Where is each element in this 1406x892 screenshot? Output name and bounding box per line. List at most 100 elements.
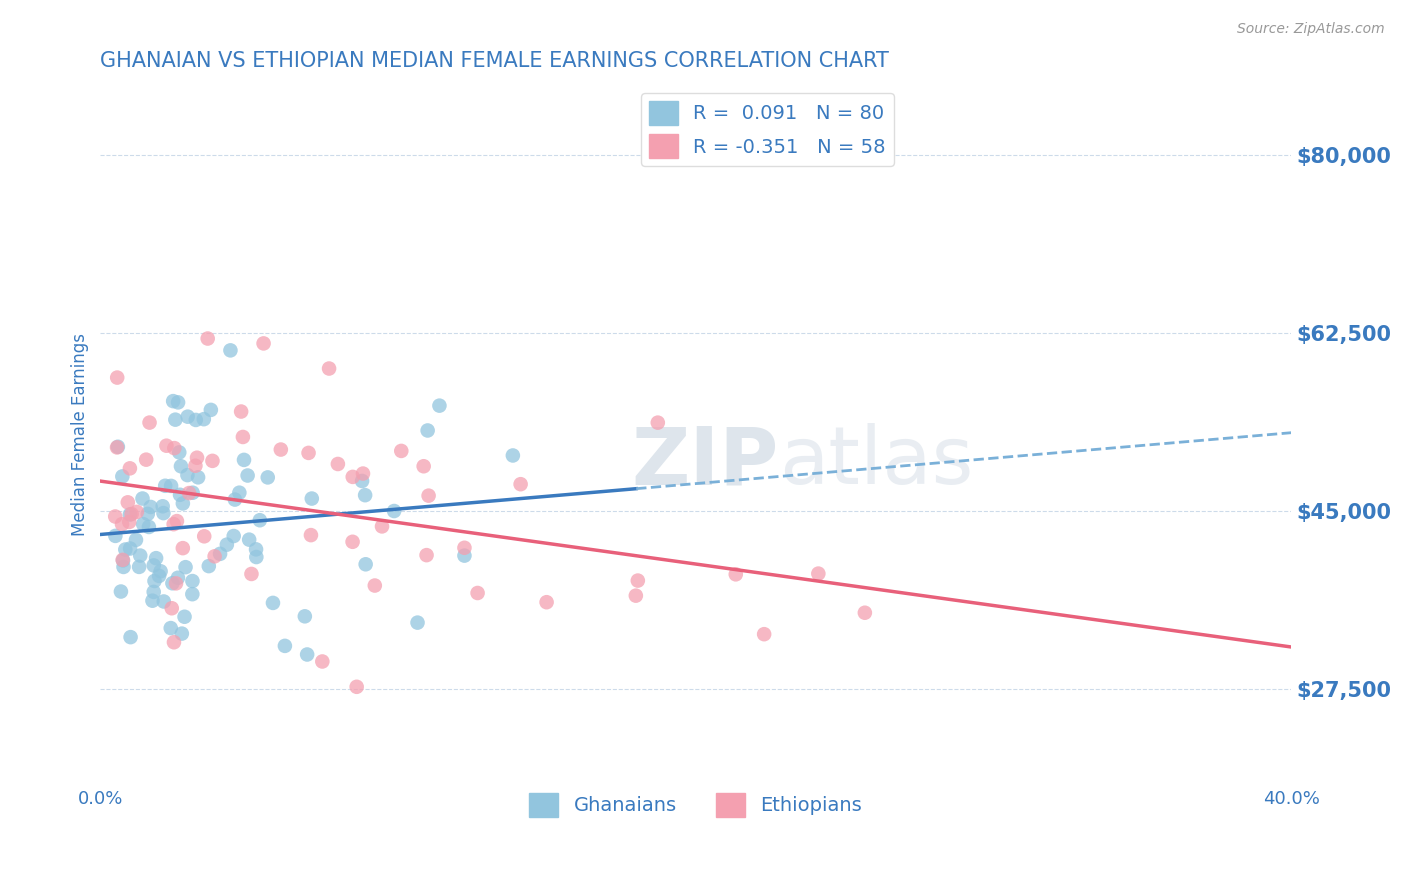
Point: [138, 520, 160, 534]
Point: [170, 459, 193, 474]
Point: [110, 584, 132, 599]
Point: [853, 606, 876, 620]
Point: [181, 574, 204, 588]
Point: [204, 549, 226, 564]
Point: [128, 560, 150, 574]
Point: [412, 459, 434, 474]
Point: [415, 548, 437, 562]
Point: [364, 578, 387, 592]
Point: [125, 505, 148, 519]
Point: [173, 609, 195, 624]
Point: [184, 458, 207, 473]
Point: [181, 485, 204, 500]
Point: [274, 639, 297, 653]
Point: [177, 486, 200, 500]
Point: [311, 655, 333, 669]
Point: [165, 576, 187, 591]
Point: [160, 601, 183, 615]
Point: [138, 416, 160, 430]
Point: [118, 515, 141, 529]
Point: [295, 648, 318, 662]
Point: [105, 441, 128, 455]
Point: [139, 500, 162, 514]
Point: [145, 551, 167, 566]
Point: [647, 416, 669, 430]
Point: [132, 517, 155, 532]
Point: [354, 488, 377, 502]
Point: [148, 569, 170, 583]
Point: [152, 500, 174, 514]
Point: [143, 574, 166, 588]
Point: [297, 446, 319, 460]
Point: [262, 596, 284, 610]
Point: [354, 558, 377, 572]
Point: [104, 529, 127, 543]
Point: [249, 513, 271, 527]
Point: [142, 558, 165, 573]
Point: [163, 635, 186, 649]
Point: [509, 477, 531, 491]
Point: [120, 630, 142, 644]
Point: [129, 549, 152, 563]
Point: [118, 461, 141, 475]
Point: [382, 504, 405, 518]
Point: [224, 492, 246, 507]
Point: [624, 589, 647, 603]
Legend: Ghanaians, Ethiopians: Ghanaians, Ethiopians: [522, 785, 870, 824]
Point: [342, 534, 364, 549]
Point: [416, 424, 439, 438]
Point: [149, 564, 172, 578]
Point: [111, 517, 134, 532]
Point: [245, 542, 267, 557]
Point: [200, 403, 222, 417]
Point: [502, 449, 524, 463]
Point: [201, 454, 224, 468]
Point: [112, 553, 135, 567]
Point: [155, 439, 177, 453]
Point: [318, 361, 340, 376]
Point: [389, 444, 412, 458]
Point: [104, 509, 127, 524]
Point: [152, 594, 174, 608]
Text: GHANAIAN VS ETHIOPIAN MEDIAN FEMALE EARNINGS CORRELATION CHART: GHANAIAN VS ETHIOPIAN MEDIAN FEMALE EARN…: [100, 51, 889, 70]
Point: [233, 453, 256, 467]
Point: [807, 566, 830, 581]
Point: [111, 469, 134, 483]
Point: [112, 560, 135, 574]
Point: [184, 413, 207, 427]
Point: [342, 470, 364, 484]
Point: [193, 412, 215, 426]
Point: [165, 412, 187, 426]
Point: [238, 533, 260, 547]
Point: [193, 529, 215, 543]
Point: [627, 574, 650, 588]
Point: [162, 394, 184, 409]
Point: [172, 541, 194, 556]
Point: [111, 553, 134, 567]
Point: [166, 514, 188, 528]
Point: [142, 585, 165, 599]
Point: [219, 343, 242, 358]
Point: [536, 595, 558, 609]
Point: [160, 479, 183, 493]
Point: [125, 533, 148, 547]
Point: [186, 450, 208, 465]
Point: [215, 538, 238, 552]
Point: [429, 399, 451, 413]
Text: ZIP: ZIP: [631, 424, 779, 501]
Point: [209, 547, 232, 561]
Point: [453, 541, 475, 555]
Point: [131, 491, 153, 506]
Point: [167, 395, 190, 409]
Point: [169, 488, 191, 502]
Point: [752, 627, 775, 641]
Point: [105, 370, 128, 384]
Point: [176, 468, 198, 483]
Point: [136, 507, 159, 521]
Text: atlas: atlas: [779, 424, 973, 501]
Point: [176, 409, 198, 424]
Point: [346, 680, 368, 694]
Text: Source: ZipAtlas.com: Source: ZipAtlas.com: [1237, 22, 1385, 37]
Point: [120, 541, 142, 556]
Point: [167, 571, 190, 585]
